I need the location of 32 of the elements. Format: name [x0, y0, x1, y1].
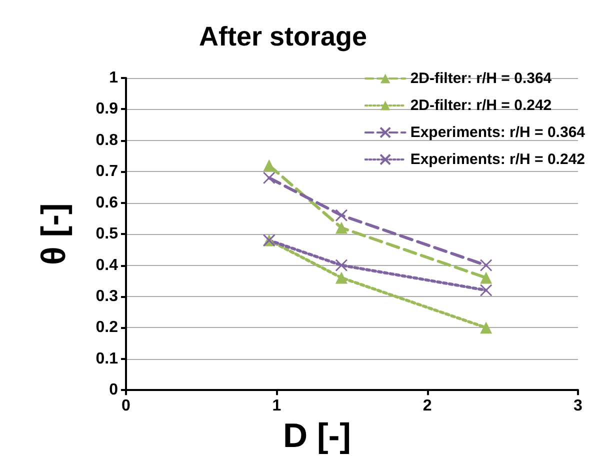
y-tick-label: 0: [109, 382, 118, 399]
y-tick-label: 0.7: [96, 163, 118, 180]
x-tick-label: 1: [272, 398, 282, 415]
x-tick-label: 3: [574, 398, 583, 415]
point: [480, 272, 492, 284]
point: [262, 172, 276, 184]
x-axis-title: D [-]: [283, 417, 351, 455]
y-tick-label: 0.1: [96, 350, 118, 368]
y-tick-label: 0.3: [96, 288, 118, 305]
point: [335, 222, 348, 234]
x-tick-label: 2: [422, 398, 432, 415]
y-tick-label: 0.8: [96, 132, 118, 149]
y-axis-title: θ [-]: [35, 203, 73, 265]
y-tick-label: 0.9: [96, 100, 118, 118]
y-tick-label: 0.6: [96, 194, 118, 212]
y-tick-label: 0.5: [96, 226, 118, 243]
y-tick-label: 0.4: [96, 256, 118, 274]
point: [335, 209, 348, 222]
point: [480, 259, 492, 272]
y-tick-label: 1: [109, 70, 118, 86]
legend-label: 2D-filter: r/H = 0.242: [410, 97, 552, 114]
legend-label: Experiments: r/H = 0.242: [410, 151, 586, 168]
y-tick-label: 0.2: [96, 319, 118, 336]
chart-title: After storage: [198, 22, 368, 52]
point: [335, 259, 348, 272]
point: [335, 272, 348, 284]
point: [263, 159, 276, 172]
point: [480, 322, 492, 334]
legend-label: 2D-filter: r/H = 0.364: [410, 70, 552, 87]
point: [480, 284, 492, 296]
legend-label: Experiments: r/H = 0.364: [410, 124, 586, 141]
x-tick-label: 0: [122, 398, 131, 415]
